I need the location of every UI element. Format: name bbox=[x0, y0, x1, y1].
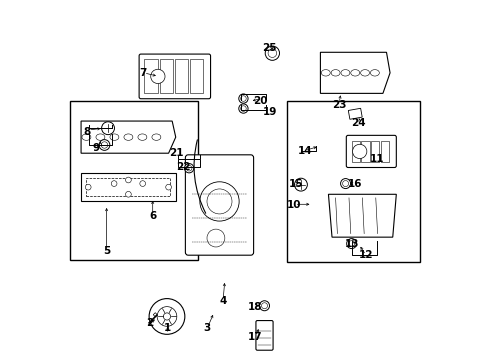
Text: 17: 17 bbox=[247, 332, 262, 342]
Circle shape bbox=[111, 181, 117, 186]
Bar bbox=[144, 59, 158, 93]
Text: 24: 24 bbox=[351, 118, 366, 128]
Text: 19: 19 bbox=[262, 107, 276, 117]
Bar bbox=[153, 313, 157, 317]
Text: 20: 20 bbox=[253, 96, 267, 107]
Bar bbox=[347, 108, 362, 119]
Circle shape bbox=[150, 69, 164, 84]
Circle shape bbox=[238, 104, 247, 113]
Bar bbox=[160, 59, 173, 93]
Text: 13: 13 bbox=[344, 239, 358, 249]
Bar bbox=[287, 102, 419, 262]
Circle shape bbox=[238, 94, 247, 103]
Circle shape bbox=[352, 144, 366, 158]
Text: 5: 5 bbox=[103, 247, 110, 256]
Circle shape bbox=[294, 178, 307, 191]
Text: 14: 14 bbox=[297, 147, 312, 157]
Circle shape bbox=[165, 184, 171, 190]
Text: 3: 3 bbox=[203, 323, 210, 333]
Text: 21: 21 bbox=[169, 148, 183, 158]
Text: 12: 12 bbox=[358, 250, 372, 260]
Bar bbox=[190, 59, 203, 93]
Circle shape bbox=[125, 177, 131, 183]
Circle shape bbox=[206, 189, 231, 214]
Text: 25: 25 bbox=[262, 43, 276, 53]
Bar bbox=[175, 59, 188, 93]
FancyBboxPatch shape bbox=[185, 155, 253, 255]
Circle shape bbox=[346, 239, 356, 249]
Circle shape bbox=[85, 184, 91, 190]
Polygon shape bbox=[328, 194, 395, 237]
Circle shape bbox=[163, 313, 170, 320]
Text: 8: 8 bbox=[83, 127, 91, 137]
Circle shape bbox=[149, 298, 184, 334]
FancyBboxPatch shape bbox=[139, 54, 210, 99]
Circle shape bbox=[157, 307, 177, 326]
Bar bbox=[86, 178, 170, 196]
Polygon shape bbox=[81, 121, 175, 153]
Text: 15: 15 bbox=[288, 179, 303, 189]
Text: 22: 22 bbox=[176, 162, 191, 172]
Circle shape bbox=[200, 182, 239, 221]
Bar bbox=[361, 141, 369, 162]
Text: 16: 16 bbox=[347, 179, 362, 189]
Text: 7: 7 bbox=[139, 68, 146, 78]
Circle shape bbox=[184, 163, 193, 173]
Polygon shape bbox=[320, 52, 389, 93]
Bar bbox=[351, 141, 359, 162]
FancyBboxPatch shape bbox=[346, 135, 395, 167]
Text: 10: 10 bbox=[286, 200, 301, 210]
FancyBboxPatch shape bbox=[255, 320, 272, 350]
Bar bbox=[370, 141, 379, 162]
Circle shape bbox=[264, 46, 279, 60]
Text: 4: 4 bbox=[219, 296, 226, 306]
Circle shape bbox=[340, 179, 350, 189]
Text: 6: 6 bbox=[149, 211, 157, 221]
Circle shape bbox=[102, 122, 114, 135]
Circle shape bbox=[206, 229, 224, 247]
Bar bbox=[70, 102, 198, 260]
Circle shape bbox=[140, 181, 145, 186]
Text: 1: 1 bbox=[164, 323, 171, 333]
Text: 9: 9 bbox=[93, 143, 100, 153]
Bar bbox=[380, 141, 388, 162]
Circle shape bbox=[259, 301, 269, 311]
Text: 23: 23 bbox=[331, 100, 346, 110]
Text: 2: 2 bbox=[146, 318, 153, 328]
Text: 11: 11 bbox=[368, 154, 383, 163]
Bar bbox=[81, 173, 175, 202]
Text: 18: 18 bbox=[247, 302, 262, 312]
Circle shape bbox=[99, 140, 110, 150]
Circle shape bbox=[125, 192, 131, 197]
